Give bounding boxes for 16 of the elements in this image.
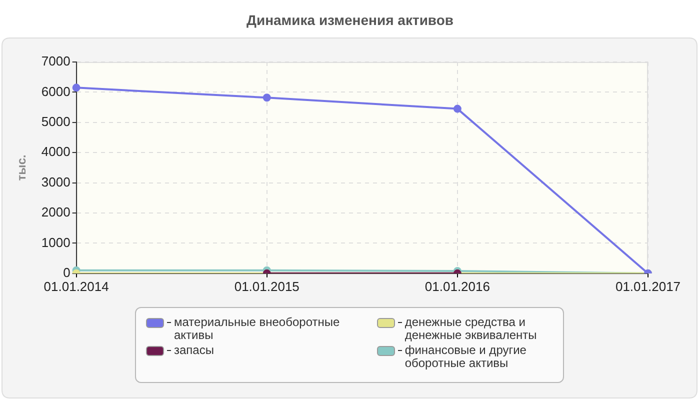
x-tick-label: 01.01.2015 <box>234 278 300 294</box>
y-tick-label: 3000 <box>41 174 70 190</box>
y-tick-label: 5000 <box>41 114 70 129</box>
legend-label: запасы <box>174 343 214 357</box>
legend-label: финансовые и другие оборотные активы <box>404 343 528 370</box>
chart-title: Динамика изменения активов <box>245 12 455 28</box>
y-tick-label: 2000 <box>41 204 70 220</box>
y-tick-label: 1000 <box>41 234 70 250</box>
y-tick-label: 0 <box>63 264 70 280</box>
y-tick-label: 6000 <box>41 84 70 99</box>
x-tick-label: 01.01.2014 <box>44 278 109 294</box>
y-tick-label: 7000 <box>41 54 70 69</box>
y-tick-label: 4000 <box>41 144 70 160</box>
x-tick-label: 01.01.2016 <box>424 278 490 294</box>
x-tick-label: 01.01.2017 <box>615 278 681 294</box>
y-axis-title: тыс. <box>14 154 29 181</box>
